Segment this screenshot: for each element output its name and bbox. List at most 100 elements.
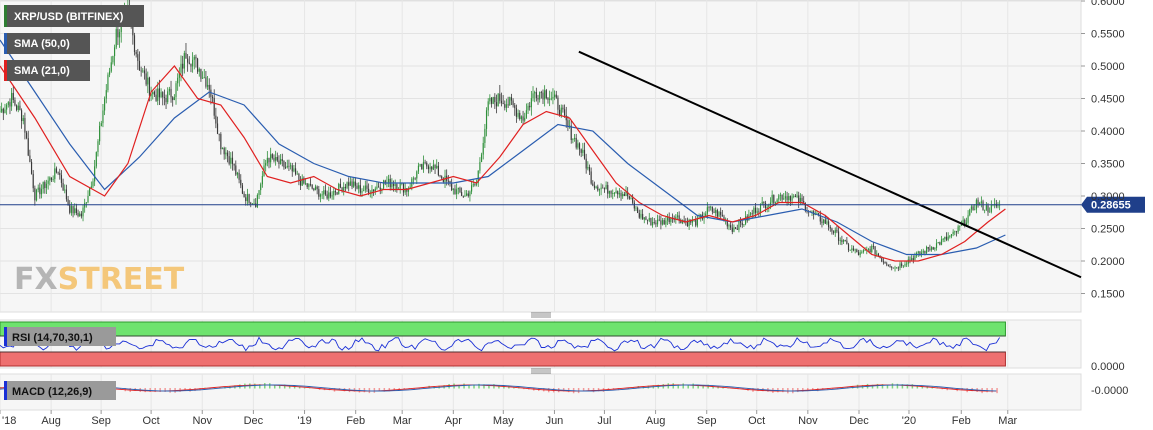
- candle-body: [862, 250, 865, 252]
- macd-histogram-bar: [831, 388, 834, 390]
- candle-body: [932, 247, 934, 250]
- macd-histogram-bar: [478, 383, 480, 389]
- candle-body: [454, 188, 456, 195]
- candle-body: [348, 182, 350, 186]
- macd-histogram-bar: [209, 388, 211, 389]
- candle-body: [319, 194, 322, 197]
- candle-body: [909, 259, 911, 261]
- candle-body: [299, 179, 302, 186]
- candle-body: [494, 96, 496, 103]
- candle-body: [436, 165, 438, 169]
- candle-body: [563, 109, 566, 116]
- candle-body: [658, 219, 660, 221]
- candle-body: [133, 35, 136, 52]
- macd-histogram-bar: [303, 387, 306, 389]
- macd-histogram-bar: [951, 388, 953, 390]
- candle-body: [661, 220, 664, 225]
- candle-body: [391, 183, 393, 188]
- candle-body: [796, 195, 798, 197]
- candle-body: [603, 188, 606, 190]
- candle-body: [92, 181, 94, 187]
- candle-body: [922, 250, 924, 253]
- descending-trendline: [578, 50, 1082, 279]
- candle-body: [927, 246, 929, 249]
- macd-histogram-bar: [468, 384, 470, 389]
- candle-body: [52, 179, 54, 180]
- candle-body: [462, 195, 464, 197]
- candle-body: [250, 202, 252, 204]
- candle-body: [510, 97, 513, 101]
- macd-histogram-bar: [254, 383, 256, 389]
- candle-body: [676, 215, 679, 217]
- candle-body: [585, 158, 587, 169]
- candle-body: [50, 177, 53, 180]
- candle-body: [208, 84, 210, 90]
- candle-body: [728, 225, 730, 227]
- candle-body: [70, 206, 72, 213]
- candle-body: [170, 88, 172, 98]
- macd-histogram-bar: [612, 388, 615, 390]
- macd-badge[interactable]: MACD (12,26,9): [4, 381, 116, 400]
- candle-body: [241, 185, 244, 194]
- logo-fx: FX: [14, 262, 58, 297]
- candle-body: [25, 132, 28, 139]
- candle-body: [495, 102, 498, 107]
- candle-body: [899, 263, 901, 269]
- candle-body: [434, 164, 436, 169]
- candle-body: [452, 188, 454, 190]
- candle-body: [906, 263, 908, 265]
- macd-histogram-bar: [692, 383, 694, 389]
- candle-body: [857, 252, 860, 255]
- candle-body: [40, 189, 43, 195]
- candle-body: [138, 60, 141, 71]
- macd-panel: [0, 373, 1082, 411]
- x-tick-label: Jun: [546, 415, 564, 427]
- rsi-badge[interactable]: RSI (14,70,30,1): [4, 327, 116, 346]
- macd-badge-accent: [4, 381, 7, 400]
- candle-body: [841, 240, 843, 242]
- candle-body: [384, 180, 386, 184]
- candle-body: [206, 84, 209, 87]
- candle-body: [823, 219, 825, 223]
- candle-body: [570, 125, 572, 140]
- y-tick-label: 0.2500: [1091, 224, 1125, 236]
- candle-body: [660, 220, 662, 225]
- candle-body: [519, 112, 521, 120]
- candle-body: [726, 219, 728, 227]
- candle-body: [793, 195, 795, 197]
- candle-body: [939, 242, 941, 245]
- candle-body: [957, 226, 959, 233]
- sma50-badge[interactable]: SMA (50,0): [4, 33, 90, 54]
- candle-body: [459, 187, 461, 193]
- candle-body: [326, 194, 328, 199]
- candle-body: [605, 185, 607, 190]
- candle-body: [965, 222, 968, 227]
- candle-body: [837, 231, 840, 241]
- panel-resize-handles[interactable]: [531, 312, 551, 374]
- x-tick-label: Sep: [91, 415, 111, 427]
- candle-body: [617, 191, 619, 195]
- candle-body: [597, 186, 599, 191]
- candle-body: [167, 91, 169, 103]
- candle-body: [763, 201, 765, 203]
- candle-body: [530, 98, 532, 108]
- sma21-badge[interactable]: SMA (21,0): [4, 60, 90, 81]
- candle-body: [499, 93, 501, 101]
- title-badge[interactable]: XRP/USD (BITFINEX): [4, 5, 144, 27]
- candle-body: [197, 58, 199, 72]
- candle-body: [304, 183, 307, 185]
- candle-body: [39, 187, 41, 195]
- candle-body: [549, 98, 551, 100]
- candle-body: [831, 228, 833, 232]
- macd-histogram-bar: [916, 385, 919, 389]
- macd-histogram-bar: [458, 384, 460, 389]
- macd-histogram-bar: [418, 388, 420, 389]
- candle-body: [202, 77, 204, 79]
- candle-body: [64, 189, 66, 191]
- candle-body: [223, 147, 225, 155]
- candle-body: [258, 190, 260, 196]
- sma21-line: [0, 65, 1006, 262]
- candle-body: [268, 157, 270, 163]
- candle-body: [846, 240, 848, 245]
- candle-body: [681, 220, 684, 224]
